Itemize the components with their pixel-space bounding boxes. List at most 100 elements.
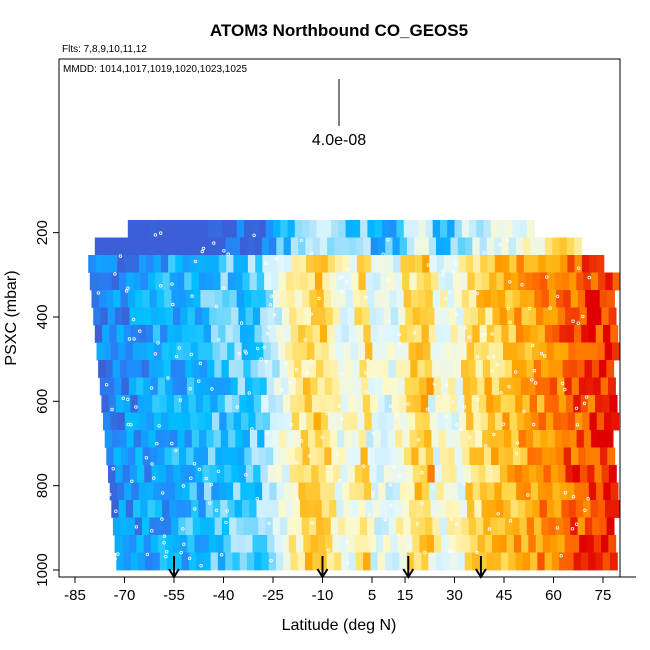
sample-point	[268, 303, 273, 307]
heatmap-cell	[185, 220, 194, 238]
heatmap-cell	[301, 517, 310, 536]
heatmap-cell	[368, 535, 377, 553]
heatmap-cell	[420, 465, 429, 483]
heatmap-cell	[234, 500, 243, 518]
heatmap-cell	[254, 482, 263, 501]
heatmap-cell	[475, 430, 483, 448]
heatmap-cell	[179, 535, 188, 553]
heatmap-cell	[149, 290, 158, 308]
heatmap-cell	[131, 325, 139, 343]
heatmap-cell	[201, 535, 210, 553]
sample-point	[588, 231, 592, 236]
heatmap-cell	[317, 535, 326, 553]
heatmap-cell	[184, 272, 193, 291]
heatmap-cell	[514, 465, 523, 483]
heatmap-cell	[336, 342, 344, 361]
sample-point	[560, 381, 565, 386]
heatmap-cell	[415, 412, 424, 431]
heatmap-cell	[398, 307, 406, 326]
heatmap-cell	[510, 342, 519, 361]
heatmap-cell	[476, 447, 485, 466]
heatmap-cell	[506, 535, 515, 553]
heatmap-cell	[458, 482, 466, 501]
sample-point	[476, 397, 480, 401]
heatmap-cell	[426, 535, 435, 553]
heatmap-cell	[311, 307, 319, 326]
heatmap-cell	[125, 500, 134, 518]
heatmap-cell	[524, 412, 532, 431]
heatmap-cell	[198, 342, 206, 361]
sample-point	[448, 549, 452, 553]
heatmap-cell	[366, 360, 375, 378]
heatmap-cell	[278, 500, 287, 518]
heatmap-cell	[278, 342, 286, 361]
heatmap-cell	[488, 500, 497, 518]
heatmap-cell	[232, 395, 240, 413]
heatmap-cell	[435, 552, 444, 571]
heatmap-cell	[250, 517, 259, 536]
heatmap-cell	[120, 447, 129, 466]
heatmap-cell	[443, 482, 452, 501]
heatmap-cell	[407, 237, 415, 256]
heatmap-cell	[547, 430, 556, 448]
heatmap-cell	[148, 430, 157, 448]
heatmap-cell	[211, 325, 219, 343]
heatmap-cell	[189, 237, 198, 256]
heatmap-cell	[263, 500, 272, 518]
heatmap-cell	[214, 220, 223, 238]
heatmap-cell	[135, 290, 143, 308]
heatmap-cell	[473, 412, 482, 431]
heatmap-cell	[351, 430, 360, 448]
heatmap-cell	[530, 552, 538, 571]
heatmap-cell	[423, 500, 432, 518]
heatmap-cell	[308, 430, 316, 448]
heatmap-cell	[536, 307, 544, 326]
heatmap-cell	[504, 430, 512, 448]
heatmap-cell	[281, 377, 290, 396]
heatmap-cell	[414, 255, 423, 273]
sample-point	[189, 476, 193, 480]
sample-point	[345, 540, 349, 544]
heatmap-cell	[106, 447, 115, 466]
sample-point	[388, 404, 393, 408]
heatmap-cell	[487, 255, 496, 273]
sample-point	[462, 482, 466, 486]
heatmap-cell	[292, 500, 301, 518]
heatmap-cell	[94, 237, 103, 256]
heatmap-cell	[348, 325, 357, 343]
heatmap-cell	[142, 220, 151, 238]
heatmap-cell	[380, 272, 389, 291]
sample-point	[475, 550, 479, 555]
heatmap-cell	[450, 482, 459, 501]
heatmap-cell	[238, 307, 247, 326]
heatmap-cell	[137, 465, 145, 483]
heatmap-cell	[134, 517, 143, 536]
heatmap-cell	[429, 482, 437, 501]
heatmap-cell	[176, 500, 185, 518]
heatmap-cell	[327, 325, 335, 343]
sample-point	[126, 397, 130, 401]
heatmap-cell	[481, 272, 490, 291]
heatmap-cell	[176, 342, 185, 361]
heatmap-cell	[117, 255, 126, 273]
heatmap-cell	[494, 237, 502, 256]
heatmap-cell	[545, 412, 554, 431]
heatmap-cell	[375, 447, 383, 466]
heatmap-cell	[174, 552, 183, 571]
heatmap-cell	[399, 395, 407, 413]
sample-point	[397, 332, 401, 337]
heatmap-cell	[133, 272, 142, 291]
heatmap-cell	[534, 447, 543, 466]
heatmap-cell	[314, 272, 323, 291]
heatmap-cell	[105, 360, 114, 378]
sample-point	[170, 282, 174, 286]
heatmap-cell	[227, 500, 236, 518]
heatmap-cell	[108, 395, 117, 413]
heatmap-cell	[290, 325, 299, 343]
heatmap-cell	[452, 342, 461, 361]
heatmap-cell	[279, 360, 288, 378]
heatmap-cell	[496, 272, 505, 291]
heatmap-cell	[563, 290, 572, 308]
heatmap-cell	[251, 290, 260, 308]
heatmap-cell	[313, 412, 322, 431]
